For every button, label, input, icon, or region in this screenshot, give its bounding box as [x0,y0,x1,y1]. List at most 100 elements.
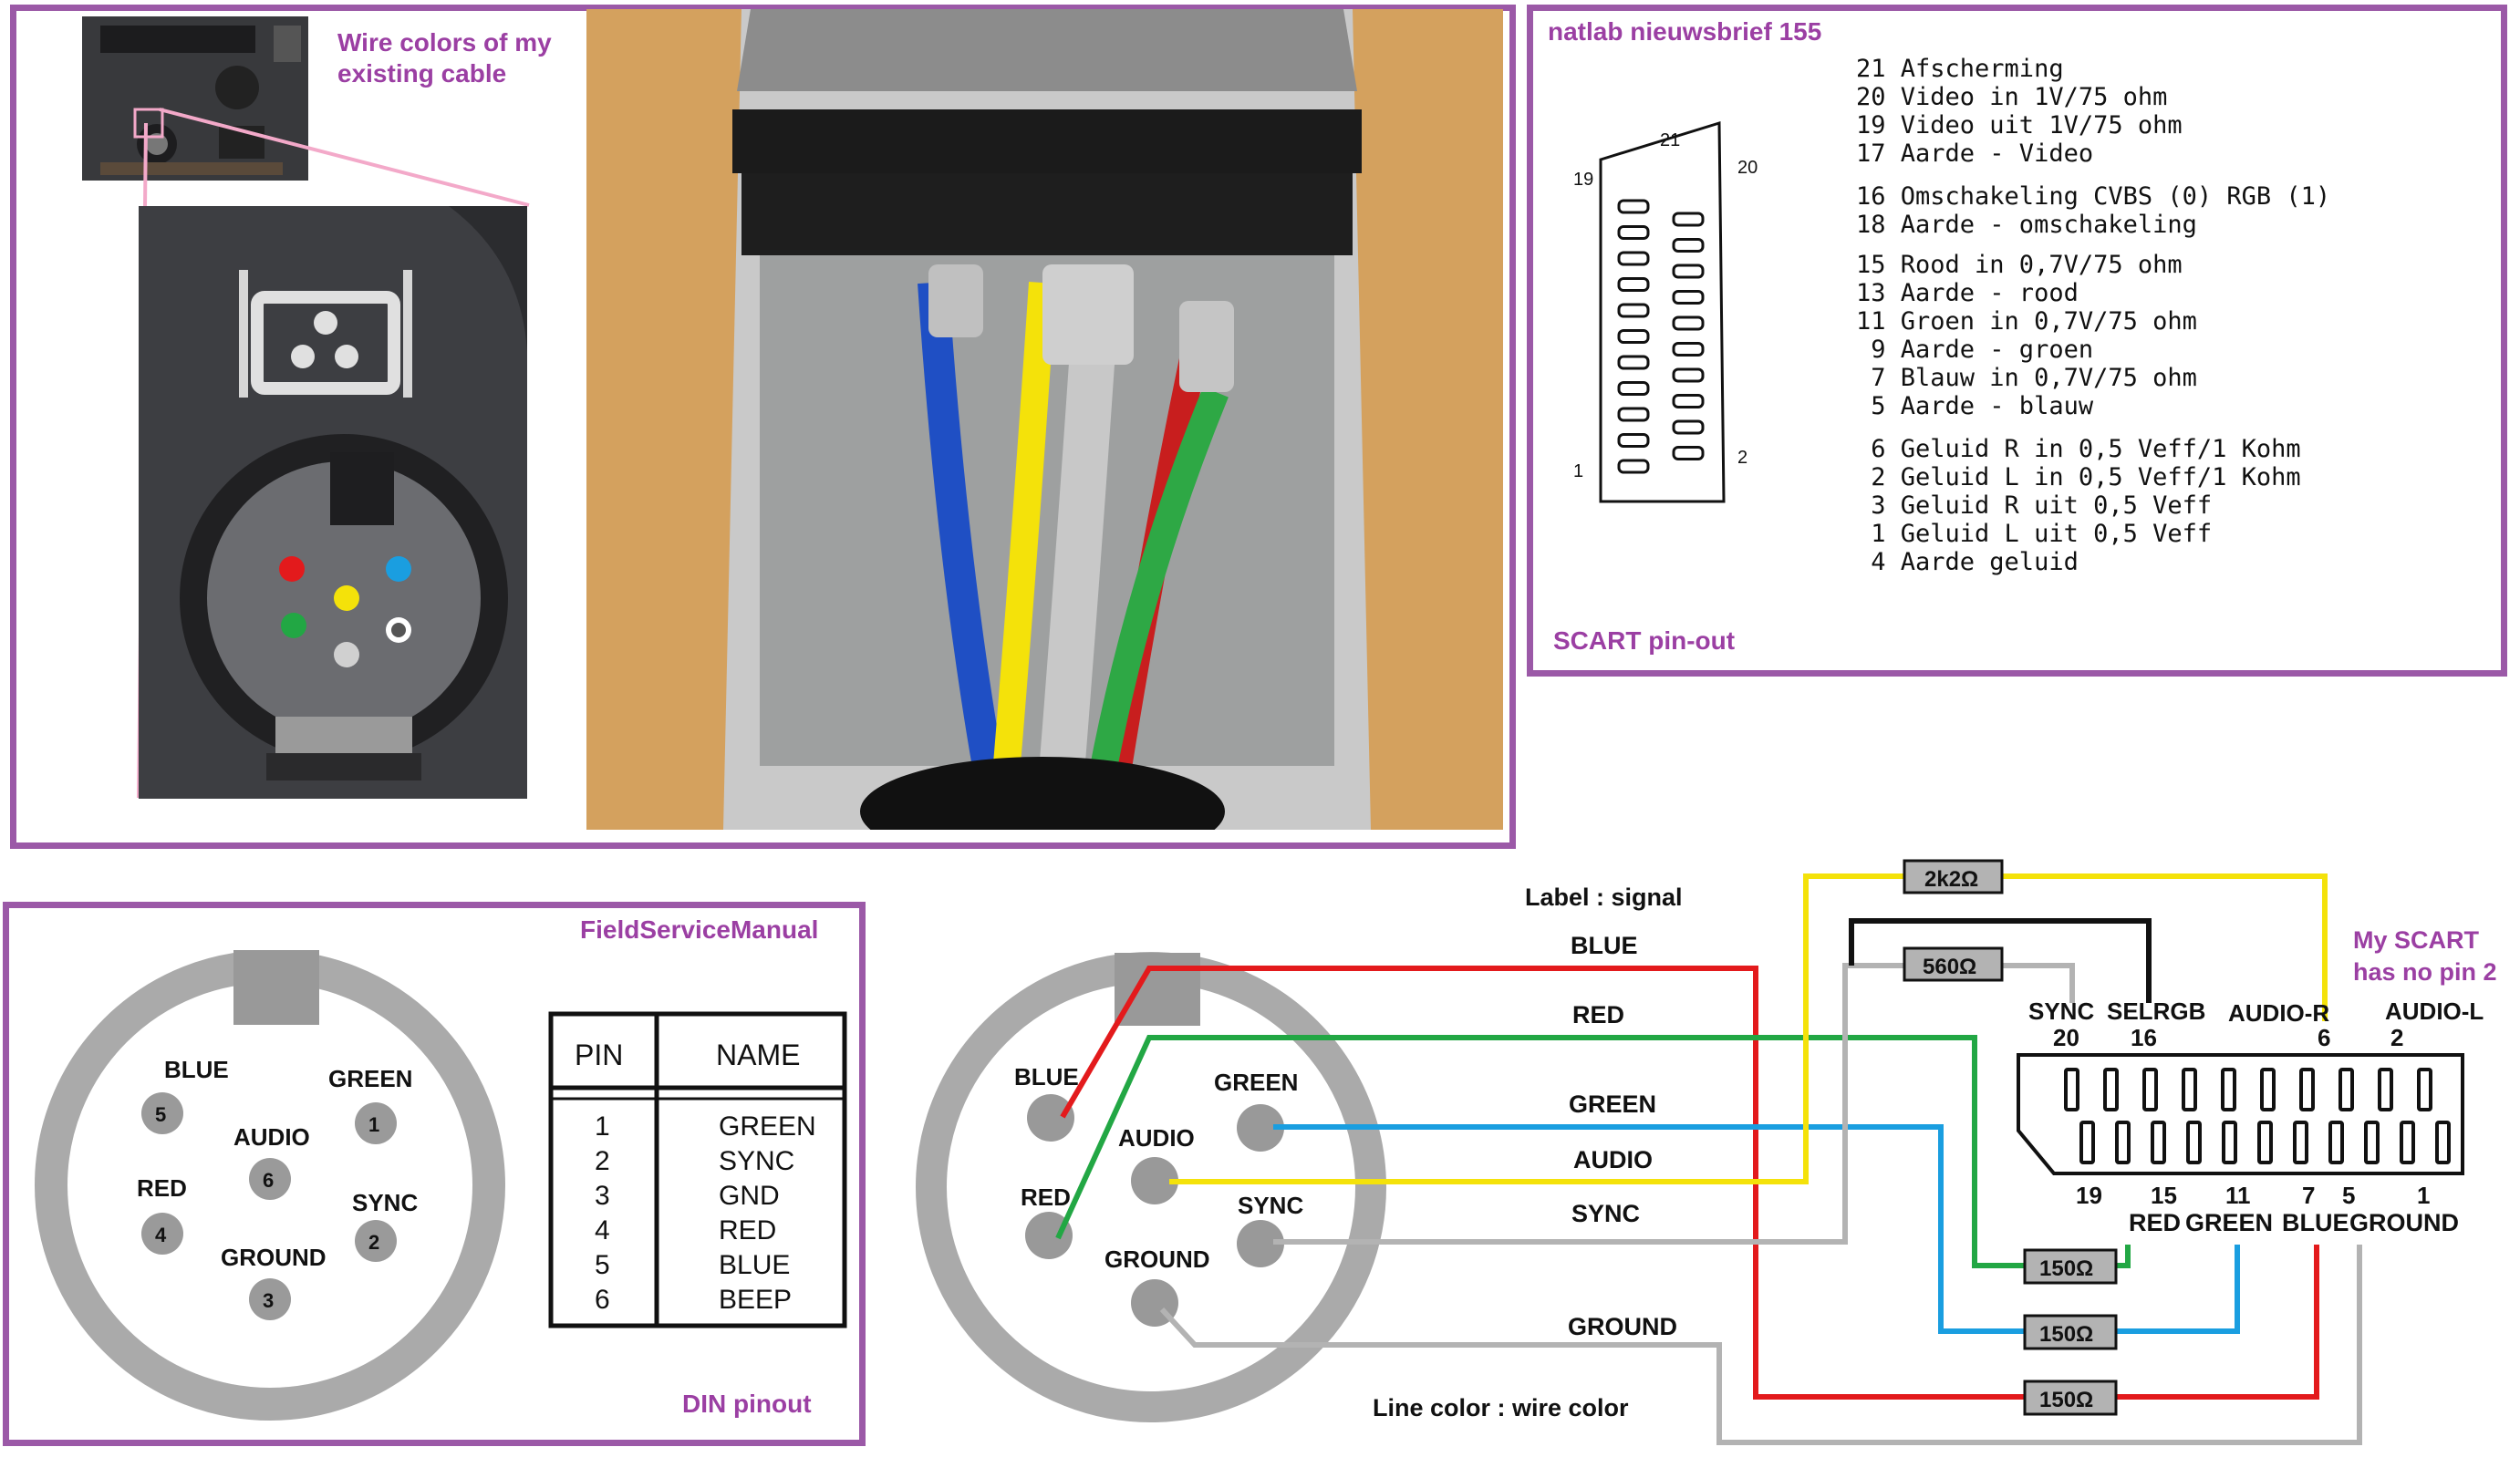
din-table-name-cell: RED [719,1215,776,1245]
wiring-scart-slot [2115,1121,2131,1164]
wiring-scart-slots [2064,1068,2451,1164]
din-table-pin-cell: 6 [595,1285,610,1315]
scart-pin-row: 3 Geluid R uit 0,5 Veff [1856,491,2213,520]
scart-pin-row: 6 Geluid R in 0,5 Veff/1 Kohm [1856,435,2301,463]
wiring-din-key [1115,953,1200,1026]
din-table-name-cell: BLUE [719,1250,790,1280]
wiring-scart-slot [2260,1068,2276,1111]
din-pin-5 [141,1092,183,1134]
scart-pin-row: 13 Aarde - rood [1856,279,2079,307]
label-signal-header: Label : signal [1525,884,1683,911]
din-pin-4-number: 4 [155,1224,167,1246]
wiring-scart-slot [2142,1068,2158,1111]
scart-top-name-selrgb: SELRGB [2107,997,2205,1025]
wiring-scart-slot [2293,1121,2308,1164]
scart-slot [1617,433,1650,448]
scart-pin-row: 9 Aarde - groen [1856,336,2094,364]
scart-slot [1617,277,1650,292]
resistor-2k2 [1903,859,2004,894]
signal-label-red: RED [1572,1001,1624,1028]
scart-slot [1672,238,1705,253]
scart-pin-21-label: 21 [1660,130,1680,150]
scart-slot [1672,342,1705,357]
scart-pin-row: 15 Rood in 0,7V/75 ohm [1856,251,2183,279]
wire-blue-scart [2116,1245,2240,1334]
scart-pin-row: 5 Aarde - blauw [1856,392,2094,420]
din-pin-1-number: 1 [368,1113,379,1136]
wiring-din-label-blue: BLUE [1014,1063,1079,1090]
wire-audio-yellow [1169,873,1904,1184]
wire-green-scart [2116,1245,2131,1268]
din-table-name-cell: GREEN [719,1111,816,1142]
scart-bottom-num-15: 15 [2151,1182,2177,1209]
wiring-scart-slot [2064,1068,2079,1111]
scart-pin-row: 1 Geluid L uit 0,5 Veff [1856,520,2213,548]
scart-bottom-num-11: 11 [2225,1182,2251,1209]
scart-pin-row: 21 Afscherming [1856,55,2064,83]
scart-pin-row: 11 Groen in 0,7V/75 ohm [1856,307,2197,336]
wire-green-signal-blue [1273,1124,2025,1334]
wire-selrgb-black [1849,918,2152,1003]
resistor-150-green [2023,1248,2118,1285]
scart-pin-2-label: 2 [1737,448,1747,468]
din-table-pin-cell: 1 [595,1111,610,1142]
din-table-pin-cell: 5 [595,1250,610,1280]
din-pin-table: PIN NAME 1 GREEN 2 SYNC 3 GND 4 RED 5 BLUE 6 BEEP [548,1011,847,1328]
scart-pin-row: 20 Video in 1V/75 ohm [1856,83,2168,111]
din-table-name-cell: SYNC [719,1146,794,1176]
scart-bottom-name-red: RED [2129,1209,2181,1236]
scart-slots [1617,199,1705,474]
signal-label-green: GREEN [1569,1090,1656,1118]
din-table-name-cell: GND [719,1181,780,1211]
din-table-pin-cell: 2 [595,1146,610,1176]
scart-top-name-audio-l: AUDIO-L [2385,997,2484,1025]
wiring-scart-slot [2339,1068,2354,1111]
wiring-din-label-ground: GROUND [1104,1245,1210,1273]
wiring-scart-slot [2221,1068,2236,1111]
scart-pin-row: 17 Aarde - Video [1856,140,2094,168]
scart-slot [1617,329,1650,344]
din-table-header-pin: PIN [575,1039,623,1071]
din-label-ground: GROUND [221,1244,327,1271]
din-label-blue: BLUE [164,1056,229,1083]
wiring-scart-slot [2182,1068,2197,1111]
scart-bottom-num-5: 5 [2342,1182,2355,1209]
resistor-150-blue-label: 150Ω [2039,1322,2093,1347]
scart-slot [1617,225,1650,240]
scart-pin-row: 4 Aarde geluid [1856,548,2079,576]
scart-slot [1617,251,1650,266]
scart-slot [1617,303,1650,318]
scart-pin-row: 7 Blauw in 0,7V/75 ohm [1856,364,2197,392]
scart-slot [1672,212,1705,227]
device-thumbnail [82,16,308,181]
scart-slot [1617,381,1650,396]
scart-pin-row: 19 Video uit 1V/75 ohm [1856,111,2183,140]
scart-slot [1617,199,1650,214]
din-table-name-cell: BEEP [719,1285,792,1315]
scart-pin-row: 18 Aarde - omschakeling [1856,211,2197,239]
wiring-din-label-audio: AUDIO [1118,1124,1195,1152]
din-label-sync: SYNC [352,1189,418,1216]
wire-red-signal-green [1055,1035,2025,1268]
wiring-scart-slot [2222,1121,2237,1164]
scart-slot [1617,355,1650,370]
din-table-rows: 1 GREEN 2 SYNC 3 GND 4 RED 5 BLUE 6 BEEP [595,1111,816,1315]
wiring-scart-slot [2364,1121,2380,1164]
din-connector-drawing: BLUE 5 GREEN 1 AUDIO 6 RED 4 SYNC 2 GROU… [35,950,505,1421]
scart-note-line1: My SCART [2353,926,2480,954]
din-table-pin-cell: 3 [595,1181,610,1211]
scart-connector-drawing: 21 20 19 1 2 [1573,120,1758,503]
scart-bottom-name-green: GREEN [2185,1209,2273,1236]
scart-slot [1672,290,1705,305]
scart-pinout-panel [1527,5,2507,677]
resistor-150-red-label: 150Ω [2039,1388,2093,1412]
scart-pin-19-label: 19 [1573,170,1593,190]
wiring-scart-slot [2103,1068,2119,1111]
wiring-scart-slot [2378,1068,2393,1111]
resistor-560 [1903,946,2004,982]
photo-caption: Wire colors of my existing cable [337,28,552,88]
din-pin-4 [141,1213,183,1255]
resistor-150-blue [2023,1314,2118,1350]
din-socket-photo [139,206,527,799]
wiring-scart-slot [2435,1121,2451,1164]
